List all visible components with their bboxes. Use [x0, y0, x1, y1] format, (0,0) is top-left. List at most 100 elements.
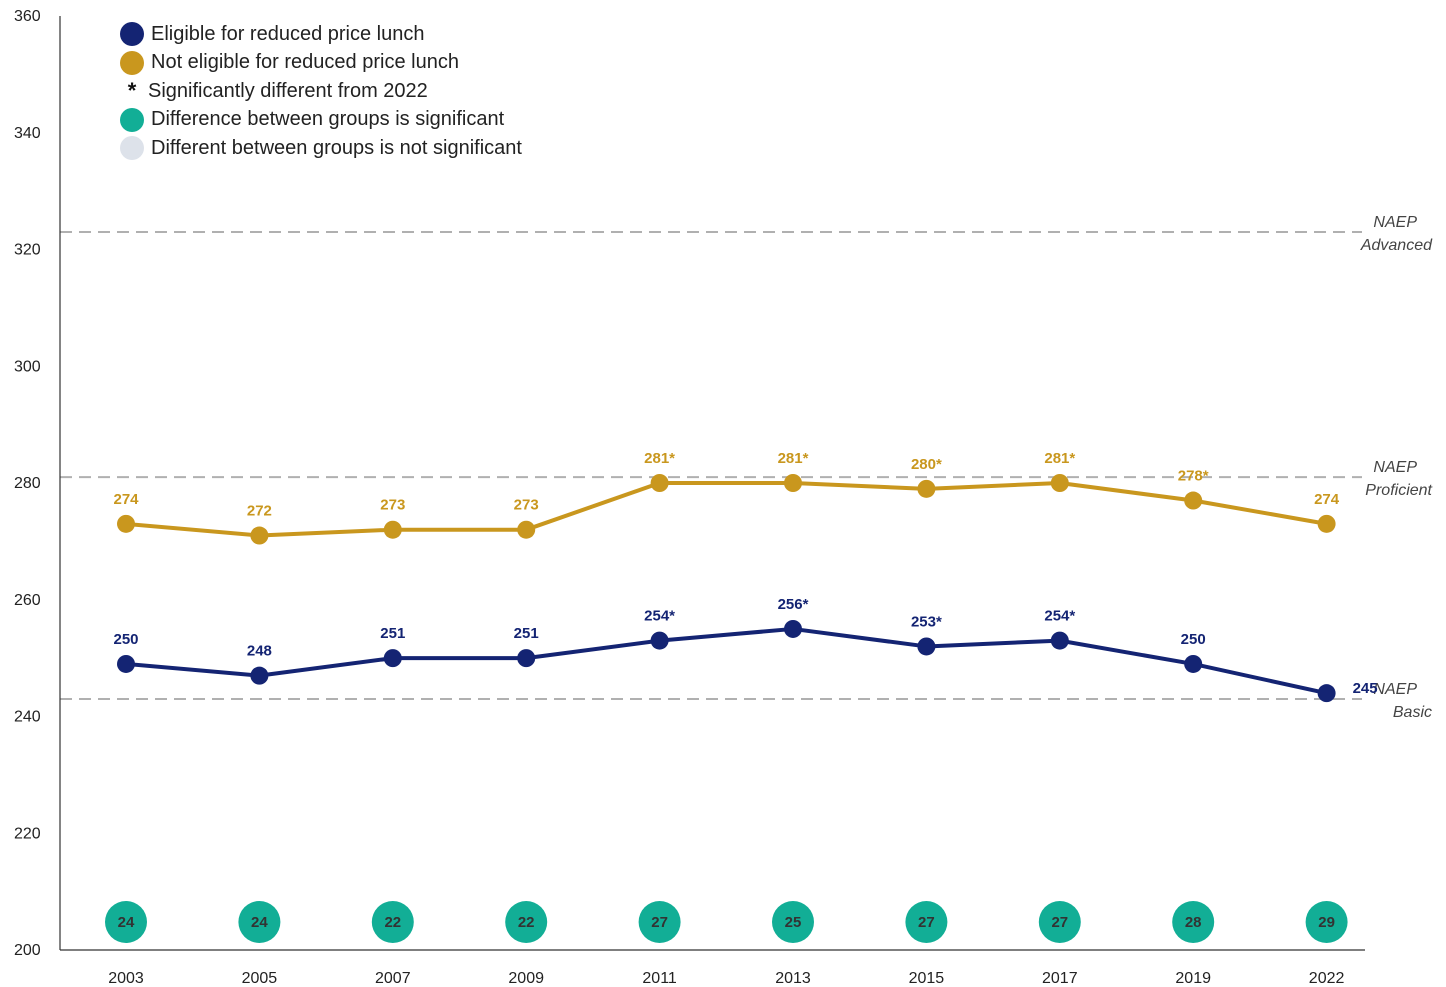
legend-item-significant-2022: * Significantly different from 2022 — [120, 77, 522, 106]
data-label: 278* — [1178, 468, 1209, 485]
data-point — [517, 520, 536, 539]
gap-value: 24 — [251, 914, 268, 931]
y-tick-label: 220 — [14, 825, 41, 842]
x-tick-label: 2003 — [108, 970, 144, 987]
legend-item-not-eligible: Not eligible for reduced price lunch — [120, 49, 522, 78]
data-label: 280* — [911, 456, 942, 473]
legend-dot-gap-not-significant — [120, 136, 144, 161]
data-point — [1050, 631, 1069, 650]
legend-item-eligible: Eligible for reduced price lunch — [120, 20, 522, 49]
data-label: 281* — [1044, 450, 1075, 467]
reference-label: Proficient — [1365, 482, 1432, 499]
y-tick-label: 200 — [14, 942, 41, 959]
data-point — [383, 520, 402, 539]
x-tick-label: 2015 — [909, 970, 945, 987]
gap-circle — [105, 901, 147, 943]
data-label: 254* — [644, 608, 675, 625]
data-point — [650, 631, 669, 650]
legend-dot-not-eligible — [120, 50, 144, 75]
reference-label: NAEP — [1373, 459, 1417, 476]
axes: 200 220 240 260 280 300 320 340 360 2003 2005 2007 2… — [14, 8, 1365, 987]
legend: Eligible for reduced price lunch Not eli… — [120, 20, 522, 163]
legend-item-gap-not-significant: Different between groups is not signific… — [120, 134, 522, 163]
data-point — [917, 479, 936, 498]
x-tick-label: 2017 — [1042, 970, 1078, 987]
data-label: 250 — [1181, 631, 1206, 648]
data-point — [517, 649, 536, 668]
gap-value: 22 — [518, 914, 535, 931]
reference-lines: NAEP Advanced NAEP Proficient NAEP Basic — [60, 214, 1433, 721]
legend-dot-gap-significant — [120, 107, 144, 132]
data-point — [1184, 491, 1203, 510]
gap-circle — [772, 901, 814, 943]
data-label: 254* — [1044, 608, 1075, 625]
data-label: 273 — [380, 497, 405, 514]
data-label: 274 — [113, 491, 139, 508]
y-tick-label: 260 — [14, 592, 41, 609]
legend-label-eligible: Eligible for reduced price lunch — [151, 22, 425, 45]
x-tick-label: 2007 — [375, 970, 411, 987]
data-label: 272 — [247, 503, 272, 520]
gap-circle — [238, 901, 281, 943]
reference-label: NAEP — [1373, 214, 1417, 231]
gap-circle — [371, 901, 414, 943]
data-label: 253* — [911, 613, 942, 630]
gap-value: 27 — [918, 914, 935, 931]
data-point — [383, 649, 402, 668]
data-point — [117, 654, 135, 673]
y-tick-label: 360 — [14, 8, 41, 25]
x-tick-label: 2013 — [775, 970, 811, 987]
reference-label: Advanced — [1360, 237, 1433, 254]
legend-label-not-eligible: Not eligible for reduced price lunch — [151, 51, 459, 74]
data-point — [250, 526, 269, 545]
legend-label-gap-not-significant: Different between groups is not signific… — [151, 136, 522, 159]
y-tick-label: 240 — [14, 709, 41, 726]
reference-label: Basic — [1393, 704, 1432, 721]
x-tick-label: 2022 — [1309, 970, 1345, 987]
data-point — [1317, 684, 1336, 703]
data-point — [784, 619, 802, 638]
data-label: 273 — [514, 497, 539, 514]
data-point — [1184, 654, 1203, 673]
gap-value: 28 — [1185, 914, 1202, 931]
data-point — [117, 514, 135, 533]
legend-label-gap-significant: Difference between groups is significant — [151, 108, 505, 131]
data-label: 281* — [778, 450, 809, 467]
data-label: 251 — [514, 625, 539, 642]
reference-label: NAEP — [1373, 681, 1417, 698]
gap-circle — [1305, 901, 1348, 943]
x-tick-label: 2005 — [242, 970, 278, 987]
data-point — [1050, 474, 1069, 492]
data-point — [1317, 514, 1336, 533]
series-line — [125, 481, 1327, 538]
gap-circle — [905, 901, 948, 943]
gap-circle — [638, 901, 681, 943]
gap-circle — [1038, 901, 1081, 943]
gap-circle — [505, 901, 548, 943]
data-point — [250, 666, 269, 685]
gap-value: 24 — [118, 914, 135, 931]
gap-value: 27 — [1051, 914, 1068, 931]
x-tick-label: 2009 — [508, 970, 544, 987]
x-tick-label: 2011 — [642, 970, 677, 987]
gap-value: 29 — [1318, 914, 1335, 931]
legend-item-gap-significant: Difference between groups is significant — [120, 106, 522, 135]
legend-dot-eligible — [120, 22, 144, 47]
data-label: 274 — [1314, 491, 1340, 508]
data-label: 281* — [644, 450, 675, 467]
data-point — [784, 474, 802, 492]
data-point — [650, 474, 669, 492]
gap-value: 25 — [785, 914, 802, 931]
y-tick-label: 320 — [14, 242, 41, 259]
x-tick-label: 2019 — [1175, 970, 1211, 987]
gap-markers: 24 24 22 22 27 25 27 27 28 29 — [105, 901, 1348, 943]
data-label: 251 — [380, 625, 405, 642]
data-label: 256* — [778, 596, 809, 613]
data-label: 245 — [1353, 680, 1378, 697]
star-icon: * — [127, 78, 137, 104]
y-tick-label: 340 — [14, 125, 41, 142]
data-label: 248 — [247, 643, 272, 660]
data-label: 250 — [113, 631, 138, 648]
gap-circle — [1172, 901, 1215, 943]
